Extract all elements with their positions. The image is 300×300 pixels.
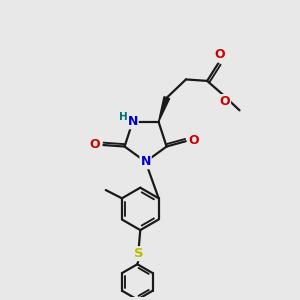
Text: O: O [90, 138, 101, 151]
Text: N: N [140, 155, 151, 168]
Text: O: O [220, 95, 230, 108]
Text: O: O [214, 49, 225, 62]
Text: S: S [134, 247, 144, 260]
Text: N: N [128, 115, 138, 128]
Polygon shape [159, 97, 170, 122]
Text: O: O [189, 134, 199, 147]
Text: H: H [119, 112, 128, 122]
